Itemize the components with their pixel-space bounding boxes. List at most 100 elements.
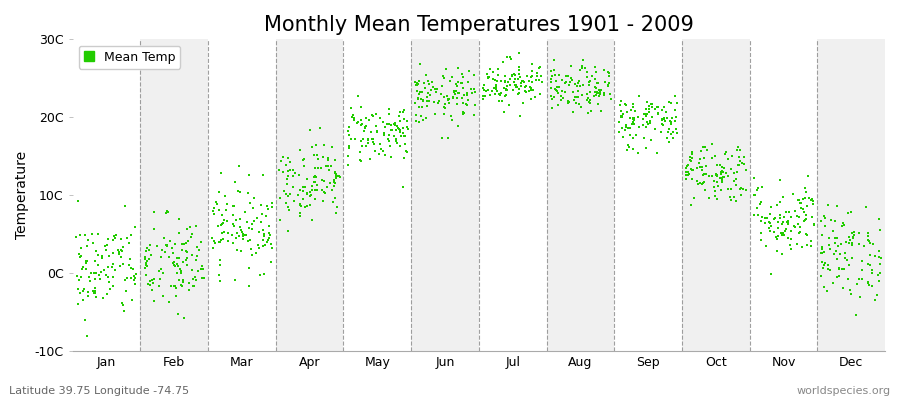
Point xyxy=(378,152,392,158)
Point xyxy=(172,230,186,236)
Point xyxy=(400,126,415,132)
Point xyxy=(311,164,326,171)
Point xyxy=(545,96,560,102)
Point xyxy=(478,93,492,99)
Point xyxy=(189,257,203,263)
Point xyxy=(300,176,314,182)
Point xyxy=(229,217,243,224)
Point xyxy=(638,113,652,119)
Point xyxy=(415,89,429,96)
Point xyxy=(368,148,382,154)
Point xyxy=(451,90,465,96)
Point xyxy=(140,262,154,269)
Point xyxy=(230,246,244,253)
Point xyxy=(758,215,772,221)
Point xyxy=(213,170,228,176)
Point xyxy=(212,189,227,195)
Point xyxy=(265,200,279,206)
Point xyxy=(167,263,182,269)
Point xyxy=(817,213,832,219)
Point xyxy=(365,135,380,142)
Point xyxy=(128,280,142,287)
Point xyxy=(142,246,157,253)
Point xyxy=(264,241,278,247)
Point xyxy=(420,78,435,84)
Point xyxy=(217,217,231,224)
Point xyxy=(451,65,465,72)
Point xyxy=(296,157,310,164)
Point xyxy=(454,95,469,102)
Point xyxy=(638,106,652,113)
Point xyxy=(185,252,200,258)
Point xyxy=(734,185,748,191)
Point xyxy=(262,223,276,230)
Point xyxy=(681,172,696,178)
Point xyxy=(526,73,540,80)
Point xyxy=(77,232,92,238)
Point xyxy=(176,279,190,286)
Point xyxy=(179,248,194,254)
Point xyxy=(138,265,152,271)
Point xyxy=(273,195,287,201)
Point xyxy=(420,98,435,105)
Point xyxy=(855,258,869,264)
Point xyxy=(684,166,698,172)
Point xyxy=(719,170,733,176)
Point xyxy=(754,184,769,190)
Point xyxy=(612,118,626,125)
Point xyxy=(73,290,87,296)
Point xyxy=(194,266,208,272)
Point xyxy=(94,269,108,276)
Point xyxy=(461,96,475,103)
Point xyxy=(444,113,458,119)
Point xyxy=(794,200,808,206)
Point xyxy=(72,277,86,283)
Point xyxy=(88,290,103,296)
Point xyxy=(571,88,585,95)
Point xyxy=(619,122,634,128)
Point xyxy=(351,119,365,125)
Point xyxy=(590,90,604,96)
Point xyxy=(74,274,88,280)
Point xyxy=(694,148,708,155)
Point xyxy=(174,267,188,274)
Point xyxy=(292,147,307,154)
Point xyxy=(207,238,221,244)
Point xyxy=(176,315,191,322)
Point xyxy=(293,212,308,219)
Point xyxy=(512,64,526,70)
Point xyxy=(256,233,271,240)
Point xyxy=(83,277,97,284)
Point xyxy=(396,109,410,116)
Point xyxy=(669,114,683,120)
Point xyxy=(690,178,705,184)
Point xyxy=(490,88,504,94)
Point xyxy=(346,115,361,121)
Point xyxy=(208,240,222,246)
Point xyxy=(243,236,257,243)
Point xyxy=(830,203,844,210)
Point xyxy=(310,156,325,162)
Point xyxy=(254,202,268,208)
Point xyxy=(260,239,274,246)
Point xyxy=(257,271,272,278)
Point xyxy=(772,177,787,183)
Point xyxy=(376,118,391,125)
Point xyxy=(491,72,505,78)
Point xyxy=(168,241,183,247)
Point xyxy=(236,236,250,242)
Point xyxy=(508,72,522,78)
Point xyxy=(251,242,266,249)
Text: Latitude 39.75 Longitude -74.75: Latitude 39.75 Longitude -74.75 xyxy=(9,386,189,396)
Point xyxy=(384,154,399,160)
Point xyxy=(105,237,120,244)
Point xyxy=(701,194,716,201)
Point xyxy=(555,88,570,94)
Point xyxy=(790,240,805,247)
Point xyxy=(332,173,347,180)
Point xyxy=(796,208,811,215)
Point xyxy=(80,332,94,339)
Point xyxy=(734,192,748,199)
Point xyxy=(140,272,154,279)
Point xyxy=(842,234,856,240)
